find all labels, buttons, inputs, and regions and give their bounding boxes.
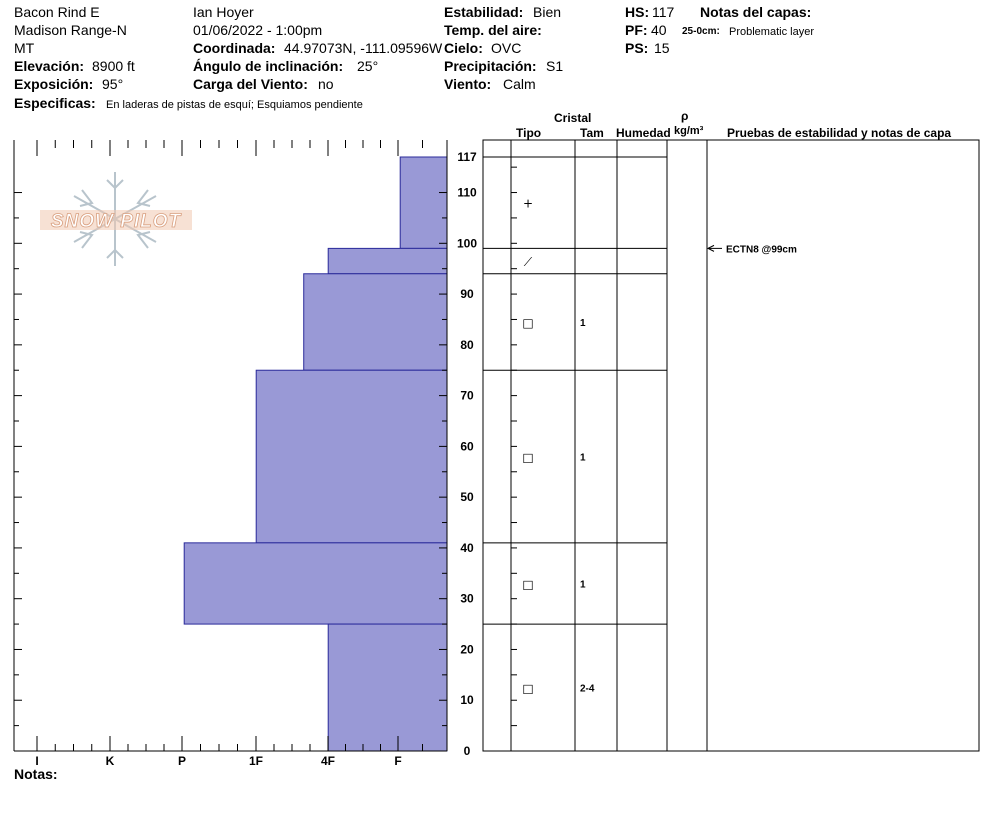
pf-label: PF: — [625, 22, 648, 38]
y-tick-label: 10 — [460, 693, 474, 707]
wind-load-value: no — [318, 76, 334, 92]
coord-value: 44.97073N, -111.09596W — [284, 40, 443, 56]
test-arrowhead — [706, 244, 715, 252]
crystal-header: Cristal — [554, 111, 592, 125]
notes-label: Notas: — [14, 766, 58, 782]
hs-value: 117 — [652, 4, 675, 20]
hardness-bar — [399, 156, 448, 249]
layer-table-frame — [482, 139, 980, 752]
x-tick-label: 4F — [321, 754, 335, 768]
moisture-header: Humedad — [616, 126, 671, 140]
rho-header: ρ — [681, 109, 689, 123]
y-tick-label: 110 — [457, 186, 477, 200]
slope-label: Ángulo de inclinación: — [193, 58, 344, 74]
aspect-label: Exposición: — [14, 76, 94, 92]
y-tick-label: 20 — [460, 642, 474, 656]
logo-text: SNOW PILOT — [51, 211, 182, 232]
elevation-label: Elevación: — [14, 58, 85, 74]
aspect-value: 95° — [102, 76, 124, 92]
datetime: 01/06/2022 - 1:00pm — [193, 22, 323, 38]
test-label: ECTN8 @99cm — [726, 244, 797, 255]
grain-type-symbol: □ — [522, 316, 533, 330]
x-tick-label: I — [35, 754, 38, 768]
wind-load-label: Carga del Viento: — [193, 76, 308, 92]
coord-label: Coordinada: — [193, 40, 276, 56]
hardness-bars — [183, 156, 448, 752]
observer: Ian Hoyer — [193, 4, 254, 20]
layer-notes-label: Notas del capas: — [700, 4, 812, 20]
density-unit-header: kg/m³ — [674, 125, 704, 137]
snowpilot-logo: SNOW PILOT — [40, 172, 192, 266]
y-tick-label: 60 — [460, 439, 474, 453]
ps-label: PS: — [625, 40, 649, 56]
hardness-bar — [183, 542, 448, 625]
precip-value: S1 — [546, 58, 564, 74]
pf-value: 40 — [651, 22, 667, 38]
stability-value: Bien — [533, 4, 562, 20]
range: Madison Range-N — [14, 22, 127, 38]
size-header: Tam — [580, 126, 604, 140]
y-tick-label: 50 — [460, 490, 474, 504]
y-tick-label: 0 — [464, 744, 471, 758]
air-temp-label: Temp. del aire: — [444, 22, 542, 38]
y-tick-label: 80 — [460, 338, 474, 352]
grain-type-symbol: + — [523, 197, 533, 211]
wind-label: Viento: — [444, 76, 492, 92]
precip-label: Precipitación: — [444, 58, 537, 74]
grain-type-symbol: □ — [522, 577, 533, 591]
layer-note-text: Problematic layer — [729, 26, 814, 38]
stability-label: Estabilidad: — [444, 4, 524, 20]
grain-size-label: 1 — [580, 453, 586, 464]
specifics-value: En laderas de pistas de esquí; Esquiamos… — [106, 99, 363, 111]
ps-value: 15 — [654, 40, 670, 56]
y-tick-label: 30 — [460, 592, 474, 606]
x-tick-label: P — [178, 754, 186, 768]
hs-label: HS: — [625, 4, 650, 20]
hardness-bar — [327, 247, 448, 275]
y-tick-label: 100 — [457, 236, 477, 250]
y-tick-label: 70 — [460, 389, 474, 403]
grain-size-label: 1 — [580, 579, 586, 590]
layer-note-depth: 25-0cm: — [682, 26, 720, 37]
specifics-label: Especificas: — [14, 95, 96, 111]
state: MT — [14, 40, 35, 56]
location: Bacon Rind E — [14, 4, 100, 20]
elevation-value: 8900 ft — [92, 58, 135, 74]
hardness-bar — [327, 623, 448, 752]
y-tick-label: 117 — [457, 150, 477, 164]
slope-value: 25° — [357, 58, 379, 74]
x-tick-label: F — [394, 754, 401, 768]
sky-label: Cielo: — [444, 40, 483, 56]
wind-value: Calm — [503, 76, 536, 92]
y-tick-label: 40 — [460, 541, 474, 555]
hardness-bar — [255, 369, 448, 544]
x-tick-label: K — [106, 754, 115, 768]
type-header: Tipo — [516, 126, 542, 140]
grain-type-symbol: ⟋ — [524, 255, 533, 269]
tests-header: Pruebas de estabilidad y notas de capa — [727, 126, 952, 140]
x-tick-label: 1F — [249, 754, 263, 768]
grain-type-symbol: □ — [522, 451, 533, 465]
grain-size-label: 2-4 — [580, 684, 595, 695]
hardness-bar — [303, 273, 448, 371]
grain-type-symbol: □ — [522, 682, 533, 696]
sky-value: OVC — [491, 40, 522, 56]
y-tick-label: 90 — [460, 287, 474, 301]
grain-size-label: 1 — [580, 318, 586, 329]
